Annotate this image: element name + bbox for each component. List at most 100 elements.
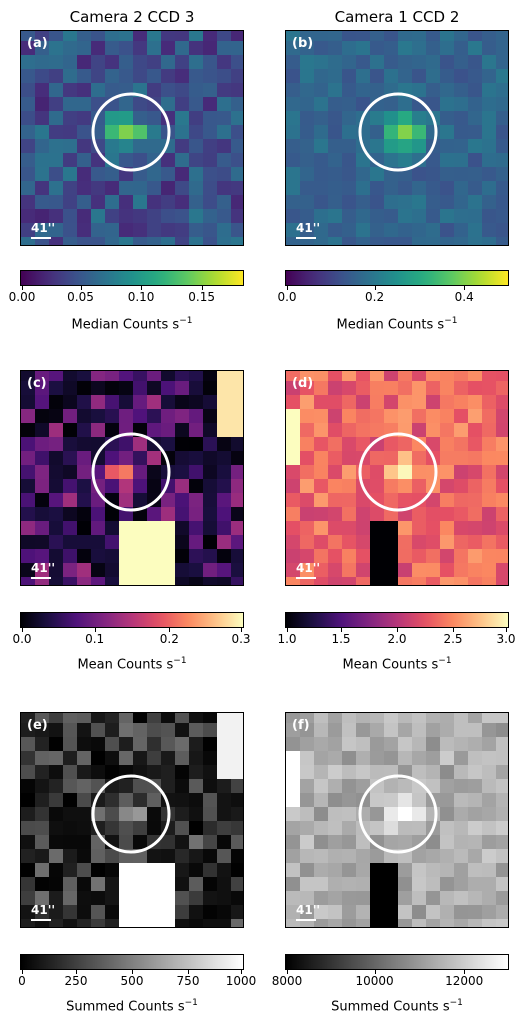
heatmap-cell (203, 849, 218, 864)
heatmap-cell (91, 395, 106, 410)
heatmap-cell (342, 905, 357, 920)
heatmap-cell (384, 465, 399, 480)
heatmap-cell (91, 167, 106, 182)
heatmap-cell (77, 807, 92, 822)
colorbar-tick-label: 500 (120, 974, 144, 988)
heatmap-cell (314, 41, 329, 56)
heatmap-cell (189, 779, 204, 794)
heatmap-cell (189, 409, 204, 424)
heatmap-cell (133, 409, 148, 424)
heatmap-cell (77, 69, 92, 84)
heatmap-cell (231, 863, 243, 878)
heatmap-cell (398, 237, 413, 245)
heatmap-cell (342, 563, 357, 578)
heatmap-cell (105, 409, 120, 424)
heatmap-cell (482, 479, 497, 494)
heatmap-cell (217, 371, 232, 382)
heatmap-cell (231, 381, 243, 396)
heatmap-cell (300, 479, 315, 494)
heatmap-cell (77, 521, 92, 536)
heatmap-cell (189, 395, 204, 410)
heatmap-cell (286, 835, 301, 850)
heatmap-cell (370, 535, 385, 550)
heatmap-cell (454, 713, 469, 724)
heatmap-cell (189, 153, 204, 168)
heatmap-cell (286, 849, 301, 864)
heatmap-cell (77, 723, 92, 738)
heatmap-cell (300, 765, 315, 780)
heatmap-cell (77, 779, 92, 794)
heatmap-cell (63, 737, 78, 752)
heatmap-cell (426, 849, 441, 864)
heatmap-cell (35, 577, 50, 585)
heatmap-cell (147, 69, 162, 84)
heatmap-cell (133, 821, 148, 836)
heatmap-cell (217, 877, 232, 892)
heatmap-cell (314, 863, 329, 878)
heatmap-cell (133, 465, 148, 480)
colorbar-tick-label: 0.15 (188, 290, 215, 304)
heatmap-cell (105, 209, 120, 224)
heatmap-cell (412, 153, 427, 168)
heatmap-cell (189, 209, 204, 224)
heatmap-cell (300, 83, 315, 98)
heatmap-cell (161, 195, 176, 210)
heatmap-cell (468, 507, 483, 522)
heatmap-cell (440, 31, 455, 42)
heatmap-cell (147, 409, 162, 424)
heatmap-cell (133, 919, 148, 927)
heatmap-cell (482, 223, 497, 238)
heatmap-cell (21, 821, 36, 836)
colorbar-tick-mark (132, 970, 133, 974)
heatmap-cell (189, 451, 204, 466)
heatmap-cell (314, 807, 329, 822)
heatmap-cell (440, 849, 455, 864)
heatmap-cell (21, 381, 36, 396)
heatmap-cell (203, 465, 218, 480)
heatmap-cell (370, 223, 385, 238)
heatmap-cell (161, 737, 176, 752)
heatmap-cell (105, 381, 120, 396)
heatmap-cell (189, 723, 204, 738)
heatmap-cell (49, 891, 64, 906)
heatmap-cell (426, 167, 441, 182)
heatmap-cell (412, 83, 427, 98)
heatmap-cell (454, 451, 469, 466)
heatmap-cell (384, 905, 399, 920)
heatmap-cell (161, 535, 176, 550)
heatmap-cell (384, 55, 399, 70)
heatmap-cell (21, 69, 36, 84)
heatmap-cell (49, 237, 64, 245)
heatmap-cell (300, 167, 315, 182)
heatmap-cell (133, 549, 148, 564)
heatmap-cell (286, 905, 301, 920)
heatmap-cell (217, 821, 232, 836)
heatmap-cell (482, 181, 497, 196)
heatmap-cell (175, 69, 190, 84)
heatmap-cell (482, 535, 497, 550)
heatmap-cell (454, 55, 469, 70)
heatmap-cell (468, 849, 483, 864)
heatmap-cell (314, 765, 329, 780)
heatmap-cell (161, 521, 176, 536)
heatmap-cell (300, 779, 315, 794)
heatmap-cell (356, 209, 371, 224)
heatmap-cell (342, 507, 357, 522)
heatmap-cell (119, 437, 134, 452)
heatmap-cell (63, 765, 78, 780)
heatmap-cell (398, 97, 413, 112)
heatmap-cell (175, 31, 190, 42)
heatmap-cell (49, 535, 64, 550)
heatmap-cell (119, 209, 134, 224)
heatmap-cell (286, 97, 301, 112)
heatmap-cell (370, 793, 385, 808)
heatmap-cell (231, 31, 243, 42)
heatmap-cell (119, 195, 134, 210)
column-title-right: Camera 1 CCD 2 (334, 8, 460, 26)
heatmap-cell (147, 451, 162, 466)
heatmap-cell (356, 423, 371, 438)
heatmap-cell (203, 835, 218, 850)
heatmap-cell (231, 905, 243, 920)
heatmap-cell (217, 181, 232, 196)
heatmap-cell (426, 765, 441, 780)
